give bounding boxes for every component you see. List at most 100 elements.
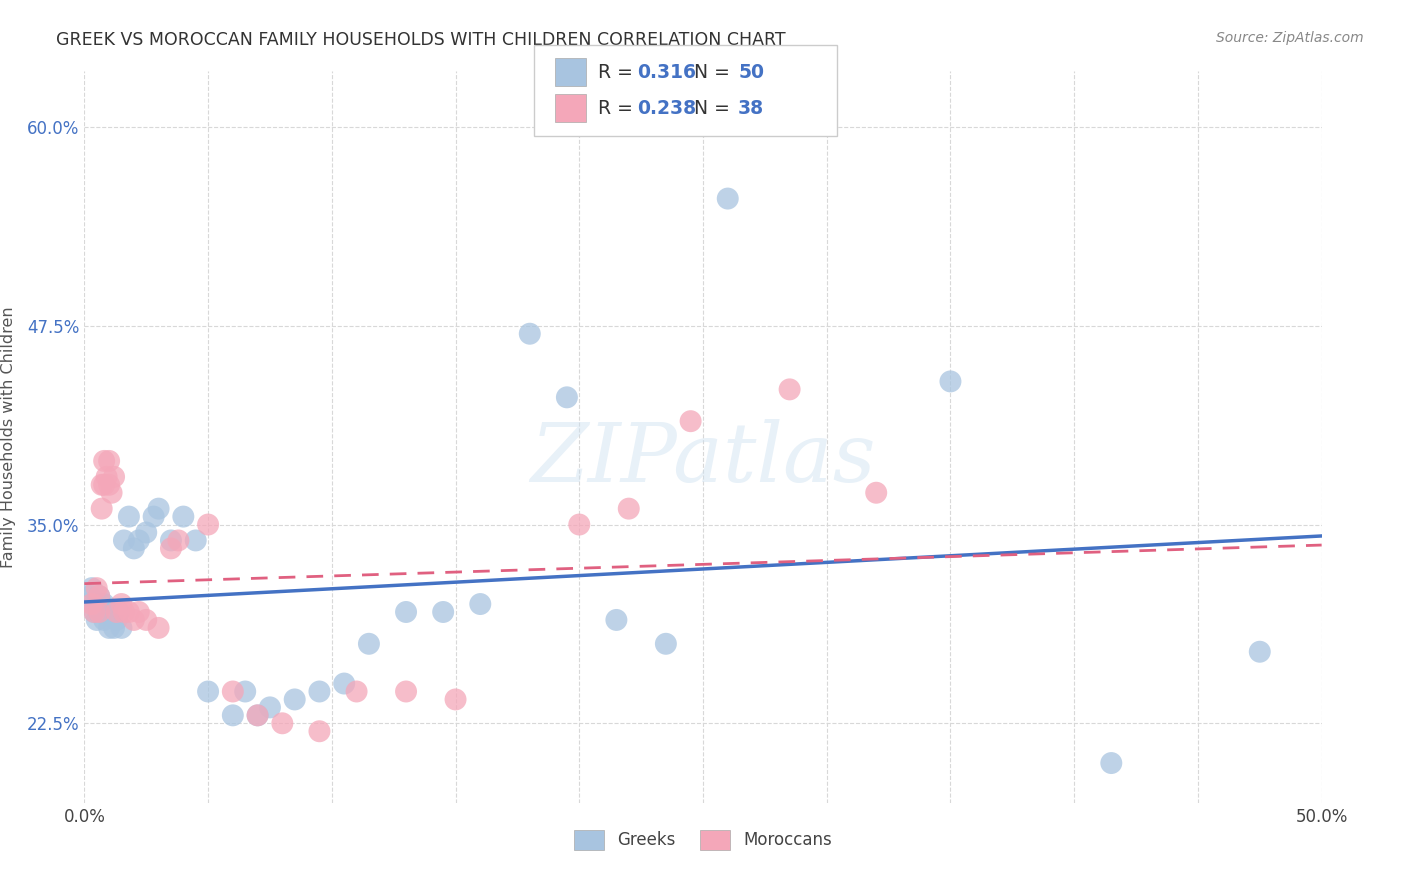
Point — [103, 470, 125, 484]
Point — [118, 605, 141, 619]
Point — [83, 597, 105, 611]
Text: GREEK VS MOROCCAN FAMILY HOUSEHOLDS WITH CHILDREN CORRELATION CHART: GREEK VS MOROCCAN FAMILY HOUSEHOLDS WITH… — [56, 31, 786, 49]
Point — [128, 605, 150, 619]
Point — [108, 605, 131, 619]
Point — [284, 692, 307, 706]
Point — [1099, 756, 1122, 770]
Point — [555, 390, 578, 404]
Point — [655, 637, 678, 651]
Point — [93, 613, 115, 627]
Point — [395, 684, 418, 698]
Text: 0.316: 0.316 — [637, 62, 696, 81]
Point — [128, 533, 150, 548]
Point — [1249, 645, 1271, 659]
Point — [167, 533, 190, 548]
Point — [308, 684, 330, 698]
Point — [865, 485, 887, 500]
Point — [86, 581, 108, 595]
Text: 38: 38 — [738, 99, 765, 118]
Point — [779, 383, 801, 397]
Point — [110, 621, 132, 635]
Point — [112, 605, 135, 619]
Point — [617, 501, 640, 516]
Point — [568, 517, 591, 532]
Text: 0.238: 0.238 — [637, 99, 696, 118]
Point — [432, 605, 454, 619]
Point — [506, 820, 529, 834]
Point — [93, 477, 115, 491]
Point — [519, 326, 541, 341]
Point — [79, 589, 101, 603]
Point — [333, 676, 356, 690]
Text: N =: N = — [682, 99, 735, 118]
Point — [90, 605, 112, 619]
Point — [160, 541, 183, 556]
Point — [259, 700, 281, 714]
Text: N =: N = — [682, 62, 735, 81]
Point — [679, 414, 702, 428]
Text: R =: R = — [598, 99, 638, 118]
Point — [172, 509, 194, 524]
Point — [83, 605, 105, 619]
Point — [197, 684, 219, 698]
Point — [90, 597, 112, 611]
Point — [160, 533, 183, 548]
Point — [939, 375, 962, 389]
Point — [90, 501, 112, 516]
Point — [135, 613, 157, 627]
Point — [444, 692, 467, 706]
Text: R =: R = — [598, 62, 638, 81]
Point — [717, 192, 740, 206]
Point — [395, 605, 418, 619]
Point — [89, 589, 111, 603]
Point — [222, 684, 245, 698]
Point — [100, 485, 122, 500]
Point — [142, 509, 165, 524]
Point — [93, 597, 115, 611]
Point — [122, 541, 145, 556]
Point — [93, 454, 115, 468]
Point — [89, 589, 111, 603]
Point — [112, 533, 135, 548]
Point — [246, 708, 269, 723]
Point — [100, 605, 122, 619]
Point — [80, 581, 103, 595]
Point — [98, 477, 121, 491]
Point — [103, 621, 125, 635]
Legend: Greeks, Moroccans: Greeks, Moroccans — [567, 823, 839, 856]
Text: Source: ZipAtlas.com: Source: ZipAtlas.com — [1216, 31, 1364, 45]
Point — [98, 605, 121, 619]
Point — [184, 533, 207, 548]
Point — [96, 605, 118, 619]
Point — [89, 605, 111, 619]
Text: ZIPatlas: ZIPatlas — [530, 419, 876, 499]
Point — [83, 605, 105, 619]
Point — [233, 684, 256, 698]
Point — [222, 708, 245, 723]
Point — [105, 613, 128, 627]
Point — [89, 605, 111, 619]
Point — [197, 517, 219, 532]
Point — [470, 597, 492, 611]
Point — [96, 470, 118, 484]
Point — [346, 684, 368, 698]
Point — [80, 597, 103, 611]
Point — [357, 637, 380, 651]
Point — [90, 477, 112, 491]
Point — [122, 613, 145, 627]
Point — [148, 621, 170, 635]
Point — [246, 708, 269, 723]
Point — [98, 454, 121, 468]
Text: 50: 50 — [738, 62, 763, 81]
Point — [98, 621, 121, 635]
Point — [86, 597, 108, 611]
Point — [135, 525, 157, 540]
Y-axis label: Family Households with Children: Family Households with Children — [1, 306, 15, 568]
Point — [105, 605, 128, 619]
Point — [308, 724, 330, 739]
Point — [605, 613, 627, 627]
Point — [118, 509, 141, 524]
Point — [86, 613, 108, 627]
Point — [110, 597, 132, 611]
Point — [148, 501, 170, 516]
